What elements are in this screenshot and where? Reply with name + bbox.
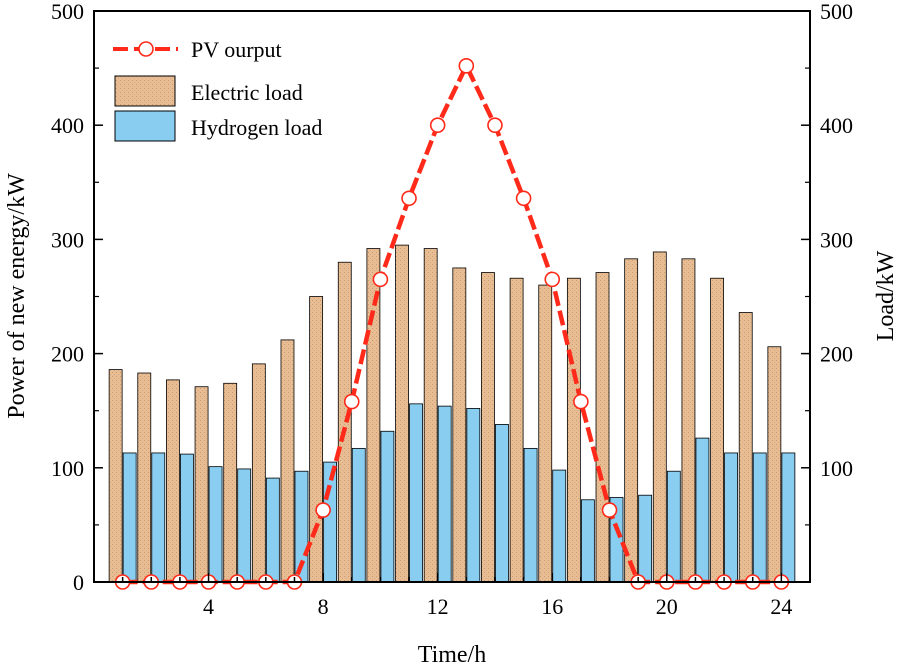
pv-output-point: [315, 502, 331, 518]
pv-output-point: [401, 190, 417, 207]
y-right-tick-label: 300: [820, 227, 853, 252]
y-left-tick-label: 400: [51, 113, 84, 138]
bar-hydrogen-load: [351, 447, 366, 583]
legend-pv-label: PV ourput: [191, 37, 282, 62]
pv-output-point: [458, 58, 475, 74]
bar-electric-load: [624, 258, 639, 583]
bar-electric-load: [767, 346, 782, 583]
bar-electric-load: [509, 277, 524, 583]
x-tick-label: 20: [656, 594, 678, 619]
pv-output-point: [573, 393, 589, 410]
y-axis-left-label: Power of new energy/kW: [4, 173, 30, 419]
y-right-tick-label: 400: [820, 113, 853, 138]
pv-output-point: [343, 393, 360, 410]
legend-pv-marker: [138, 41, 154, 57]
bar-electric-load: [137, 372, 152, 583]
legend-hydrogen-label: Hydrogen load: [191, 115, 322, 140]
bar-hydrogen-load: [666, 470, 681, 583]
bar-hydrogen-load: [752, 452, 767, 583]
bar-hydrogen-load: [151, 452, 166, 583]
x-tick-label: 16: [541, 594, 563, 619]
bar-hydrogen-load: [437, 405, 452, 583]
y-left-tick-label: 200: [51, 342, 84, 367]
legend-hydrogen-swatch: [114, 110, 176, 142]
bar-hydrogen-load: [180, 453, 194, 583]
y-axis-right-label: Load/kW: [873, 250, 899, 341]
bar-hydrogen-load: [781, 452, 796, 583]
bar-hydrogen-load: [237, 468, 252, 583]
bar-hydrogen-load: [580, 499, 595, 583]
bar-hydrogen-load: [495, 424, 509, 583]
bar-electric-load: [452, 267, 467, 583]
x-tick-label: 8: [318, 594, 329, 619]
bar-electric-load: [538, 284, 553, 583]
bar-electric-load: [251, 363, 266, 583]
bar-electric-load: [108, 369, 123, 583]
pv-output-point: [372, 271, 389, 288]
x-tick-label: 12: [427, 594, 449, 619]
bar-hydrogen-load: [695, 437, 710, 583]
bar-electric-load: [223, 382, 238, 583]
pv-output-point: [429, 117, 446, 133]
bar-hydrogen-load: [122, 452, 137, 583]
bar-electric-load: [166, 379, 180, 583]
y-left-tick-label: 300: [51, 227, 84, 252]
bar-hydrogen-load: [466, 408, 481, 583]
x-axis-label: Time/h: [418, 642, 486, 668]
bar-electric-load: [566, 277, 581, 583]
bar-hydrogen-load: [724, 452, 738, 583]
y-right-tick-label: 200: [820, 342, 853, 367]
bars-layer: [108, 244, 796, 583]
bar-hydrogen-load: [208, 466, 223, 583]
bar-electric-load: [738, 312, 753, 583]
bar-hydrogen-load: [380, 430, 395, 583]
bar-hydrogen-load: [409, 403, 423, 583]
y-left-tick-label: 500: [51, 0, 84, 24]
bar-hydrogen-load: [552, 469, 567, 583]
y-right-tick-label: 100: [820, 456, 853, 481]
bar-hydrogen-load: [523, 447, 538, 583]
bar-electric-load: [595, 272, 610, 583]
pv-output-point: [487, 117, 503, 133]
bar-hydrogen-load: [638, 494, 653, 583]
pv-output-point: [515, 190, 532, 207]
bar-electric-load: [395, 244, 409, 583]
legend-electric-label: Electric load: [191, 80, 303, 105]
x-tick-label: 24: [770, 594, 792, 619]
bar-electric-load: [681, 258, 696, 583]
bar-hydrogen-load: [265, 477, 280, 583]
ticks-layer: 4 8 12 16 20 24 0 100 200 300 400 500 100 200 300 400 50…: [51, 0, 853, 619]
bar-electric-load: [652, 251, 667, 583]
y-left-tick-label: 100: [51, 456, 84, 481]
bar-electric-load: [309, 296, 324, 583]
bar-electric-load: [337, 261, 352, 583]
bar-electric-load: [481, 272, 495, 583]
y-left-tick-label: 0: [73, 570, 84, 595]
bar-electric-load: [194, 386, 209, 583]
pv-output-point: [544, 271, 561, 288]
x-tick-label: 4: [203, 594, 214, 619]
bar-electric-load: [710, 277, 724, 583]
legend: PV ourput Electric load Hydrogen load: [113, 37, 322, 142]
y-right-tick-label: 500: [820, 0, 853, 24]
bar-electric-load: [423, 248, 438, 583]
bar-electric-load: [280, 339, 295, 583]
pv-output-point: [601, 502, 618, 518]
legend-electric-swatch: [114, 75, 176, 107]
